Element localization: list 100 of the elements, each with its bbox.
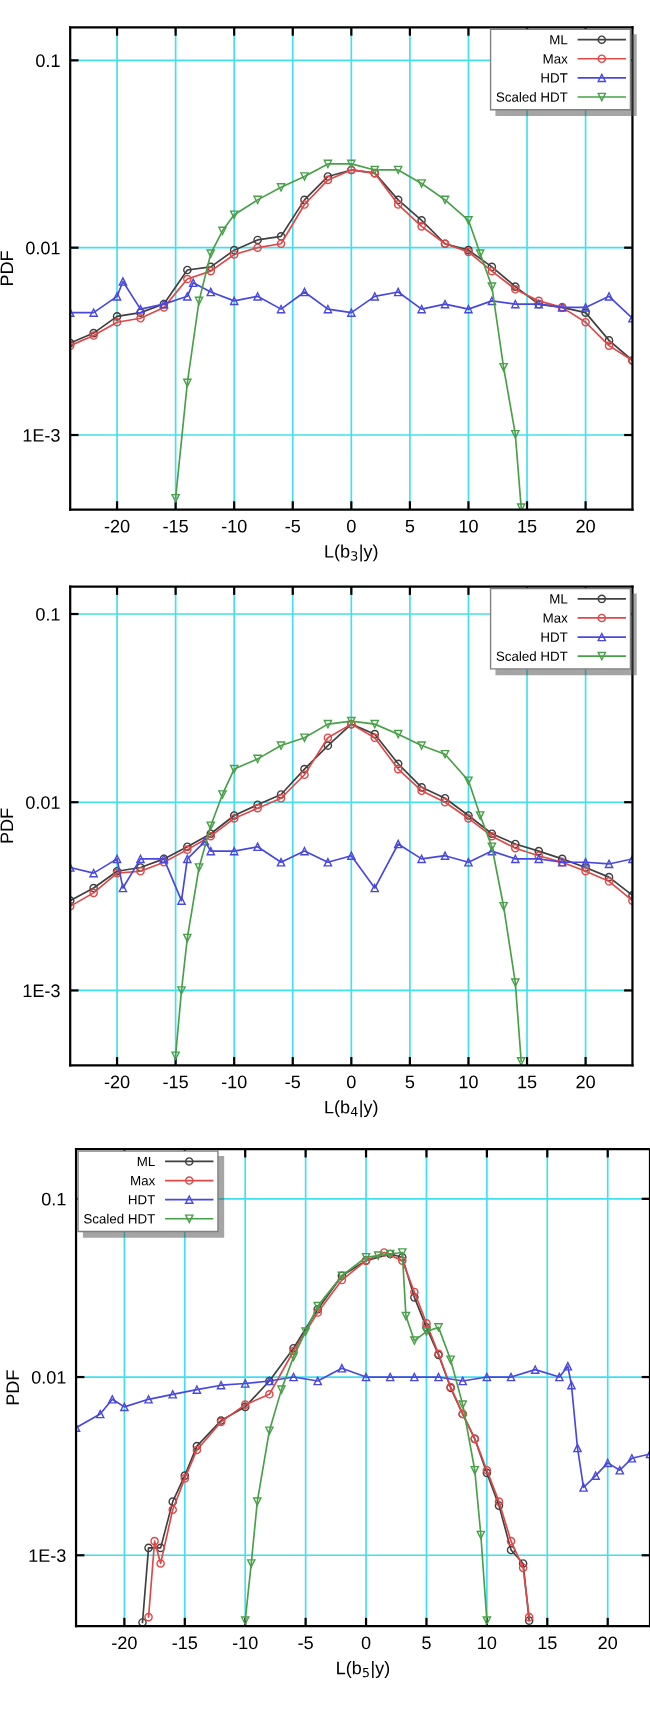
x-tick-label: 0 xyxy=(347,1075,356,1089)
point xyxy=(470,1465,480,1475)
point xyxy=(206,249,216,258)
point xyxy=(177,896,186,905)
point xyxy=(276,857,286,867)
point xyxy=(347,159,356,169)
point xyxy=(627,1454,637,1463)
point xyxy=(393,200,403,209)
point xyxy=(200,836,210,846)
point xyxy=(518,1563,528,1573)
point xyxy=(168,1497,178,1506)
point xyxy=(216,1380,226,1390)
x-tick-label: 20 xyxy=(598,1636,618,1650)
point xyxy=(276,183,286,192)
point xyxy=(615,1465,625,1475)
x-tick-label: 10 xyxy=(459,519,478,533)
point xyxy=(107,1395,117,1404)
point xyxy=(192,1385,202,1394)
point xyxy=(95,1409,105,1419)
x-tick-label: -20 xyxy=(112,1636,137,1650)
y-tick-label: 0.1 xyxy=(36,54,60,68)
point xyxy=(410,1293,419,1302)
x-tick-label: 15 xyxy=(538,1636,557,1650)
point xyxy=(206,846,216,856)
point xyxy=(417,741,426,750)
y-tick-label: 0.1 xyxy=(41,1192,66,1206)
point xyxy=(417,304,426,314)
point xyxy=(499,901,508,911)
point xyxy=(265,1426,274,1436)
point xyxy=(347,308,356,317)
point xyxy=(144,1612,153,1622)
point xyxy=(604,859,614,869)
x-tick-label: 5 xyxy=(405,519,415,533)
point xyxy=(156,1543,165,1553)
point xyxy=(229,846,239,856)
point xyxy=(89,868,98,878)
point xyxy=(276,741,286,750)
point xyxy=(229,210,239,220)
point xyxy=(194,296,204,306)
point xyxy=(604,341,614,350)
point xyxy=(118,883,128,893)
point xyxy=(591,1471,600,1480)
point xyxy=(118,277,128,286)
point xyxy=(229,250,239,259)
point xyxy=(464,857,473,867)
point xyxy=(417,854,426,864)
point xyxy=(289,1352,298,1362)
point xyxy=(370,883,380,893)
point xyxy=(581,857,590,867)
point xyxy=(573,1443,582,1453)
point xyxy=(370,292,380,301)
x-tick-label: 20 xyxy=(576,519,595,533)
point xyxy=(417,216,426,225)
line-series xyxy=(171,159,526,510)
point xyxy=(206,287,216,297)
point xyxy=(393,195,403,205)
point xyxy=(206,821,216,831)
point xyxy=(323,733,333,743)
point xyxy=(563,1361,573,1371)
point xyxy=(112,292,122,301)
point xyxy=(464,216,473,225)
x-tick-label: 20 xyxy=(576,1075,595,1089)
point xyxy=(112,317,122,327)
point xyxy=(136,313,145,323)
x-tick-label: 10 xyxy=(459,1075,478,1089)
y-tick-label: 0.1 xyxy=(36,607,60,621)
point xyxy=(300,172,309,181)
point xyxy=(323,741,333,750)
line-series xyxy=(171,716,526,1066)
point xyxy=(218,790,227,799)
point xyxy=(240,1379,250,1388)
point xyxy=(171,1051,180,1061)
point xyxy=(300,846,309,856)
point xyxy=(603,1458,613,1468)
y-tick-label: 1E-3 xyxy=(23,428,60,442)
y-tick-label: 1E-3 xyxy=(29,1549,66,1562)
point xyxy=(361,1372,371,1382)
point xyxy=(253,195,262,205)
point xyxy=(144,1395,153,1404)
point xyxy=(604,877,614,886)
point xyxy=(337,1363,347,1373)
point xyxy=(246,1559,256,1568)
point xyxy=(89,888,98,898)
x-axis-title: L(b$_{5}$|y) xyxy=(337,1661,390,1679)
point xyxy=(300,770,309,780)
point xyxy=(393,764,403,774)
point xyxy=(183,274,192,284)
point xyxy=(89,883,98,893)
point xyxy=(393,165,403,175)
point xyxy=(171,493,180,503)
point xyxy=(385,1372,395,1382)
point xyxy=(156,1559,165,1568)
x-tick-label: -15 xyxy=(163,1075,188,1089)
y-axis-title: PDF xyxy=(0,251,14,286)
x-tick-label: 15 xyxy=(518,519,537,533)
point xyxy=(516,503,526,510)
point xyxy=(289,1372,298,1382)
point xyxy=(434,1323,443,1332)
point xyxy=(410,1287,419,1297)
x-tick-label: 5 xyxy=(405,1075,415,1089)
